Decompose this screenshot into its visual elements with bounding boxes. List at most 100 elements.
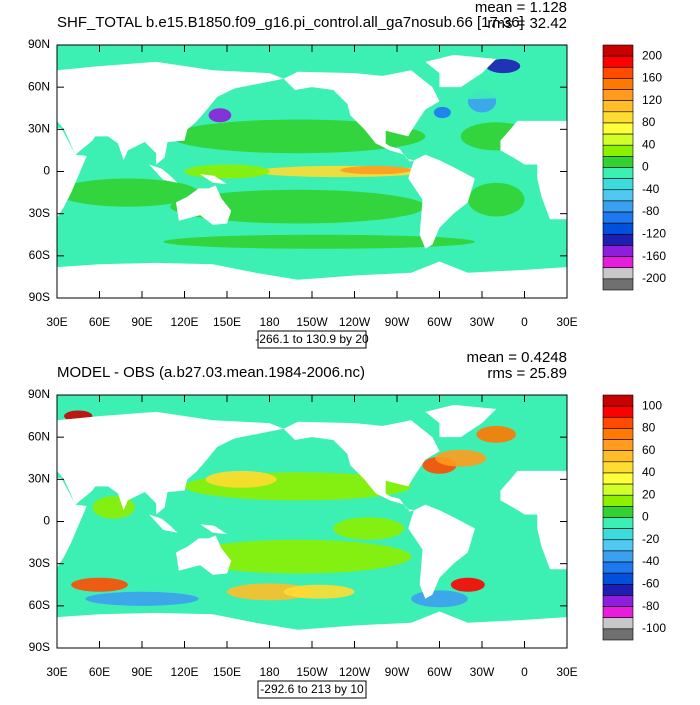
colorbar-box — [602, 267, 634, 280]
x-tick-label: 180 — [259, 665, 279, 679]
x-tick-label: 90W — [385, 315, 410, 329]
colorbar-label: 160 — [642, 71, 662, 85]
colorbar-box — [602, 584, 634, 596]
x-tick-label: 120W — [339, 665, 371, 679]
colorbar-label: 0 — [642, 160, 649, 174]
colorbar-box — [602, 428, 634, 440]
info-label: -292.6 to 213 by 10 — [260, 682, 364, 696]
x-tick-label: 150W — [296, 665, 328, 679]
colorbar-box — [602, 506, 634, 518]
colorbar-box — [602, 561, 634, 574]
colorbar-box — [602, 572, 634, 585]
x-tick-label: 30W — [470, 665, 495, 679]
colorbar-label: 120 — [642, 93, 662, 107]
colorbar-label: -120 — [642, 226, 666, 240]
panel-title: MODEL - OBS (a.b27.03.mean.1984-2006.nc) — [57, 364, 365, 381]
y-tick-label: 60N — [28, 429, 50, 443]
colorbar-label: 100 — [642, 398, 662, 412]
rms-label: rms = 25.89 — [487, 365, 567, 382]
colorbar-box — [602, 66, 634, 79]
field-patch — [340, 165, 412, 175]
y-tick-label: 0 — [43, 514, 50, 528]
colorbar-box — [602, 89, 634, 101]
field-patch — [184, 164, 270, 179]
colorbar-box — [602, 122, 634, 135]
mean-label: mean = 1.128 — [475, 0, 567, 16]
colorbar-box — [602, 628, 634, 641]
field-patch — [57, 178, 199, 207]
map-field — [57, 395, 567, 648]
rms-label: rms = 32.42 — [487, 15, 567, 32]
colorbar-box — [602, 450, 634, 463]
colorbar-box — [602, 416, 634, 429]
colorbar-box — [602, 100, 634, 113]
colorbar-label: -20 — [642, 532, 660, 546]
colorbar-box — [602, 483, 634, 496]
x-tick-label: 120W — [339, 315, 371, 329]
field-patch — [85, 591, 199, 606]
x-tick-label: 60W — [427, 665, 452, 679]
map-field — [57, 45, 567, 298]
field-patch — [163, 234, 475, 249]
colorbar-label: -160 — [642, 249, 666, 263]
y-tick-label: 30S — [29, 556, 50, 570]
colorbar-box — [602, 405, 634, 418]
y-tick-label: 90S — [29, 290, 50, 304]
colorbar-box — [602, 133, 634, 146]
colorbar-box — [602, 617, 634, 630]
colorbar-label: -60 — [642, 576, 660, 590]
colorbar-label: 200 — [642, 48, 662, 62]
colorbar-box — [602, 461, 634, 474]
field-patch — [333, 517, 405, 540]
x-tick-label: 30W — [470, 315, 495, 329]
x-tick-label: 0 — [521, 315, 528, 329]
x-tick-label: 60W — [427, 315, 452, 329]
colorbar-box — [602, 517, 634, 529]
mean-label: mean = 0.4248 — [467, 349, 568, 366]
field-patch — [170, 119, 426, 154]
field-patch — [283, 584, 355, 599]
colorbar-box — [602, 200, 634, 213]
colorbar-box — [602, 167, 634, 179]
field-patch — [433, 106, 451, 119]
y-tick-label: 90N — [28, 37, 50, 51]
field-patch — [467, 182, 525, 217]
colorbar-label: -80 — [642, 204, 660, 218]
field-patch — [411, 590, 468, 608]
field-patch — [435, 449, 487, 467]
colorbar-label: 60 — [642, 443, 656, 457]
colorbar-box — [602, 55, 634, 68]
colorbar-box — [602, 472, 634, 485]
colorbar-label: 20 — [642, 487, 656, 501]
colorbar-label: -40 — [642, 182, 660, 196]
field-patch — [208, 108, 232, 123]
field-patch — [71, 577, 128, 592]
x-tick-label: 180 — [259, 315, 279, 329]
colorbar-box — [602, 189, 634, 202]
y-tick-label: 60N — [28, 79, 50, 93]
info-label: -266.1 to 130.9 by 20 — [255, 332, 369, 346]
x-tick-label: 30E — [556, 315, 577, 329]
field-patch — [205, 470, 277, 488]
colorbar-box — [602, 439, 634, 451]
colorbar-label: -80 — [642, 599, 660, 613]
colorbar-box — [602, 595, 634, 607]
colorbar-box — [602, 256, 634, 269]
field-patch — [170, 189, 426, 224]
field-patch — [476, 425, 516, 443]
colorbar-box — [602, 550, 634, 563]
colorbar-label: -40 — [642, 554, 660, 568]
colorbar-box — [602, 144, 634, 157]
colorbar-box — [602, 222, 634, 235]
colorbar-label: 80 — [642, 421, 656, 435]
x-tick-label: 0 — [521, 665, 528, 679]
colorbar-box — [602, 44, 634, 57]
x-tick-label: 120E — [170, 315, 198, 329]
colorbar-label: 40 — [642, 465, 656, 479]
panel-title: SHF_TOTAL b.e15.B1850.f09_g16.pi_control… — [57, 14, 524, 31]
y-tick-label: 90S — [29, 640, 50, 654]
colorbar-box — [602, 278, 634, 291]
colorbar-label: 80 — [642, 115, 656, 129]
colorbar-box — [602, 178, 634, 191]
colorbar-box — [602, 156, 634, 168]
